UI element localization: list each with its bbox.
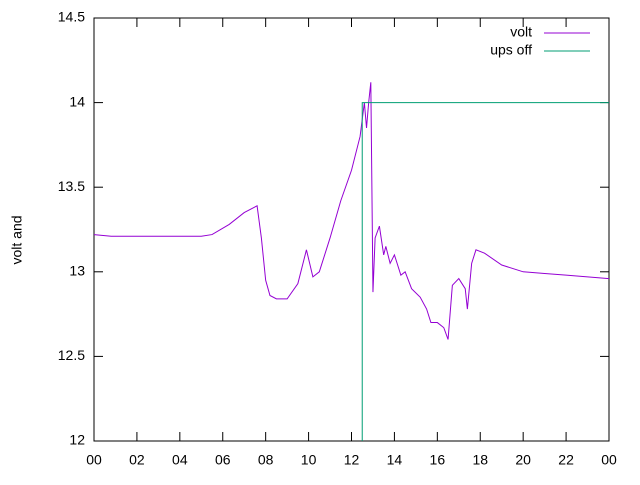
y-tick-label: 14 [69, 93, 85, 109]
x-tick-label: 06 [215, 452, 231, 468]
x-tick-label: 04 [172, 452, 188, 468]
plot-frame [93, 17, 610, 442]
x-tick-label: 08 [258, 452, 274, 468]
legend-label: ups off [490, 42, 532, 58]
x-tick-label: 22 [558, 452, 574, 468]
x-tick-label: 02 [129, 452, 145, 468]
y-tick-label: 14.5 [58, 9, 85, 25]
y-tick-label: 12 [69, 432, 85, 448]
x-tick-label: 16 [430, 452, 446, 468]
x-tick-label: 18 [472, 452, 488, 468]
series-line [93, 82, 610, 340]
series-line [361, 102, 609, 441]
y-tick-label: 13.5 [58, 178, 85, 194]
x-tick-label: 20 [515, 452, 531, 468]
y-tick-label: 12.5 [58, 347, 85, 363]
x-tick-label: 12 [344, 452, 360, 468]
y-axis-label: volt and [9, 215, 25, 264]
legend-label: volt [510, 24, 532, 40]
x-tick-label: 10 [301, 452, 317, 468]
y-tick-label: 13 [69, 263, 85, 279]
x-tick-label: 14 [387, 452, 403, 468]
x-tick-label: 00 [86, 452, 102, 468]
x-tick-label: 00 [601, 452, 617, 468]
